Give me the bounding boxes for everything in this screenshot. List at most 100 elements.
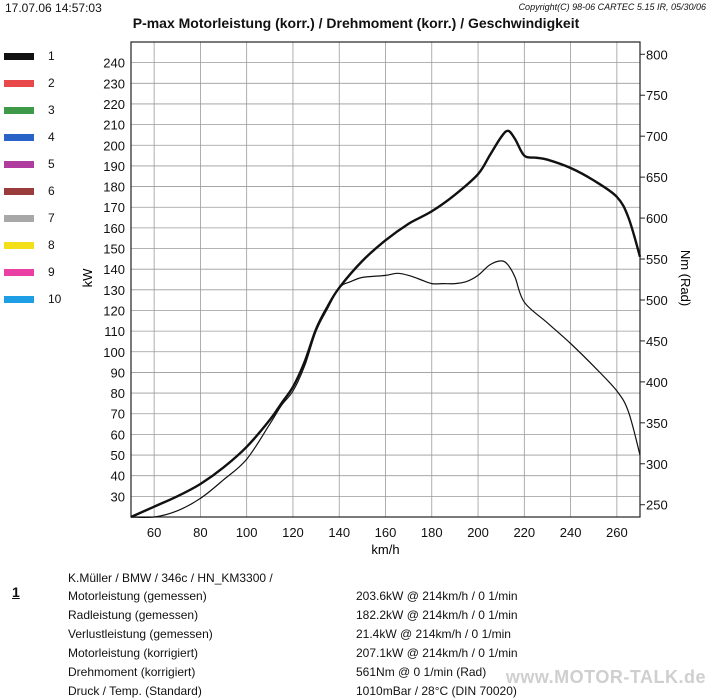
- y2-tick-label: 650: [646, 170, 668, 185]
- y2-tick-label: 250: [646, 498, 668, 513]
- legend-swatch: [4, 241, 34, 249]
- series-line-1: [130, 129, 642, 519]
- legend-swatch: [4, 106, 34, 114]
- result-label: Radleistung (gemessen): [68, 608, 199, 622]
- x-tick-label: 160: [375, 525, 397, 540]
- y2-tick-label: 350: [646, 416, 668, 431]
- run-number: 1: [12, 584, 20, 600]
- y-tick-label: 30: [111, 489, 125, 504]
- legend-item: 1: [4, 48, 55, 64]
- x-tick-label: 260: [606, 525, 628, 540]
- legend-swatch: [4, 187, 34, 195]
- y2-tick-label: 500: [646, 293, 668, 308]
- y-tick-label: 190: [103, 159, 125, 174]
- legend-item: 7: [4, 210, 55, 226]
- legend-label: 4: [48, 130, 55, 144]
- x-tick-label: 180: [421, 525, 443, 540]
- legend-label: 7: [48, 211, 55, 225]
- legend-label: 3: [48, 103, 55, 117]
- y-tick-label: 80: [111, 386, 125, 401]
- grid: [131, 42, 640, 517]
- y-tick-label: 210: [103, 118, 125, 133]
- y-tick-label: 230: [103, 76, 125, 91]
- legend-label: 5: [48, 157, 55, 171]
- y-tick-label: 240: [103, 56, 125, 71]
- legend-item: 8: [4, 237, 55, 253]
- result-label: Drehmoment (korrigiert): [68, 665, 196, 679]
- result-label: Motorleistung (korrigiert): [68, 646, 199, 660]
- series-line-2: [130, 260, 641, 519]
- result-value: 207.1kW @ 214km/h / 0 1/min: [356, 646, 518, 660]
- legend-label: 2: [48, 76, 55, 90]
- legend-item: 10: [4, 291, 61, 307]
- y-tick-label: 140: [103, 262, 125, 277]
- legend-item: 5: [4, 156, 55, 172]
- tick-labels: 60 80 100 120 140 160 180 200 220 240 260 30 40 50 60 7…: [103, 47, 667, 540]
- chart-title: P-max Motorleistung (korr.) / Drehmoment…: [132, 15, 580, 31]
- legend-label: 9: [48, 265, 55, 279]
- x-tick-label: 240: [560, 525, 582, 540]
- y-tick-label: 40: [111, 469, 125, 484]
- result-value: 1010mBar / 28°C (DIN 70020): [356, 684, 517, 698]
- result-value: 203.6kW @ 214km/h / 0 1/min: [356, 589, 518, 603]
- y-tick-label: 130: [103, 283, 125, 298]
- legend-item: 4: [4, 129, 55, 145]
- result-label: Druck / Temp. (Standard): [68, 684, 202, 698]
- y-tick-label: 100: [103, 345, 125, 360]
- legend-item: 6: [4, 183, 55, 199]
- y2-tick-label: 750: [646, 88, 668, 103]
- y2-tick-label: 800: [646, 47, 668, 62]
- result-label: Motorleistung (gemessen): [68, 589, 207, 603]
- y-tick-label: 220: [103, 97, 125, 112]
- x-tick-label: 200: [467, 525, 489, 540]
- y-tick-label: 170: [103, 200, 125, 215]
- y-tick-label: 90: [111, 365, 125, 380]
- y2-tick-label: 300: [646, 457, 668, 472]
- result-label: Verlustleistung (gemessen): [68, 627, 213, 641]
- x-tick-label: 100: [236, 525, 258, 540]
- x-tick-label: 120: [282, 525, 304, 540]
- series-layer: [130, 129, 642, 519]
- x-tick-label: 80: [193, 525, 207, 540]
- legend-swatch: [4, 52, 34, 60]
- y2-tick-label: 400: [646, 375, 668, 390]
- y2-tick-label: 450: [646, 334, 668, 349]
- result-value: 21.4kW @ 214km/h / 0 1/min: [356, 627, 511, 641]
- x-tick-label: 140: [328, 525, 350, 540]
- timestamp: 17.07.06 14:57:03: [5, 1, 102, 15]
- legend-item: 3: [4, 102, 55, 118]
- y-tick-label: 180: [103, 180, 125, 195]
- y-tick-label: 110: [104, 324, 125, 339]
- y-tick-label: 60: [111, 427, 125, 442]
- plot-frame: [130, 41, 641, 518]
- legend: 1 2 3 4 5 6 7 8 9 10: [0, 0, 70, 320]
- y-tick-label: 150: [103, 242, 125, 257]
- legend-item: 9: [4, 264, 55, 280]
- result-value: 182.2kW @ 214km/h / 0 1/min: [356, 608, 518, 622]
- legend-swatch: [4, 160, 34, 168]
- x-tick-label: 220: [513, 525, 535, 540]
- y-tick-label: 70: [111, 407, 125, 422]
- y2-tick-label: 600: [646, 211, 668, 226]
- copyright-notice: Copyright(C) 98-06 CARTEC 5.15 IR, 05/30…: [518, 2, 706, 12]
- chart-plot: 60 80 100 120 140 160 180 200 220 240 260 30 40 50 60 7…: [80, 41, 693, 557]
- legend-swatch: [4, 214, 34, 222]
- legend-item: 2: [4, 75, 55, 91]
- y2-tick-label: 550: [646, 252, 668, 267]
- result-value: 561Nm @ 0 1/min (Rad): [356, 665, 487, 679]
- legend-label: 6: [48, 184, 55, 198]
- y-tick-label: 160: [103, 221, 125, 236]
- legend-swatch: [4, 295, 34, 303]
- x-axis-label: km/h: [371, 542, 399, 557]
- run-description: K.Müller / BMW / 346c / HN_KM3300 /: [68, 571, 273, 585]
- x-tick-label: 60: [147, 525, 161, 540]
- y2-tick-label: 700: [646, 129, 668, 144]
- legend-label: 8: [48, 238, 55, 252]
- y-tick-label: 200: [103, 138, 125, 153]
- legend-swatch: [4, 79, 34, 87]
- legend-label: 1: [48, 49, 55, 63]
- y2-axis-label: Nm (Rad): [678, 250, 693, 306]
- y-tick-label: 50: [111, 448, 125, 463]
- legend-label: 10: [48, 292, 62, 306]
- y-tick-label: 120: [103, 303, 125, 318]
